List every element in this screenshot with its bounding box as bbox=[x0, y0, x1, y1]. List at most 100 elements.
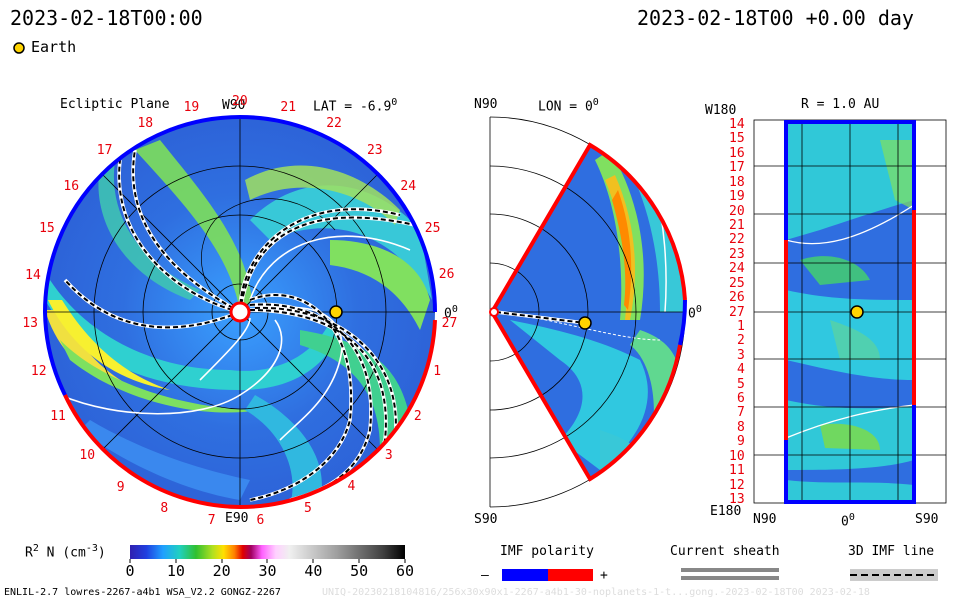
ecliptic-tick-7: 7 bbox=[207, 512, 216, 528]
sphere-tick-14: 14 bbox=[729, 117, 745, 132]
ecliptic-tick-12: 12 bbox=[30, 364, 47, 380]
sphere-tick-9: 9 bbox=[737, 434, 745, 450]
sphere-tick-17: 17 bbox=[729, 160, 745, 176]
sphere-tick-15: 15 bbox=[729, 131, 745, 147]
ecliptic-tick-8: 8 bbox=[160, 501, 169, 517]
earth-legend-label: Earth bbox=[31, 38, 77, 56]
ecliptic-tick-20: 20 bbox=[232, 94, 248, 109]
ecliptic-tick-17: 17 bbox=[96, 143, 113, 159]
sphere-tick-18: 18 bbox=[729, 174, 745, 190]
ecliptic-tick-2: 2 bbox=[413, 408, 422, 424]
sphere-tick-11: 11 bbox=[729, 463, 745, 479]
ecliptic-tick-9: 9 bbox=[116, 479, 125, 495]
ecliptic-bottom-label: E90 bbox=[225, 511, 249, 526]
sphere-tick-27: 27 bbox=[729, 304, 745, 320]
ecliptic-tick-25: 25 bbox=[424, 220, 441, 236]
sphere-top-left: W180 bbox=[705, 103, 737, 118]
ecliptic-tick-16: 16 bbox=[63, 178, 80, 194]
earth-marker-ecliptic bbox=[329, 305, 343, 319]
ecliptic-tick-22: 22 bbox=[326, 116, 342, 132]
ecliptic-title: Ecliptic Plane bbox=[60, 97, 170, 112]
imf-negative-swatch bbox=[502, 569, 548, 581]
sphere-tick-6: 6 bbox=[737, 391, 745, 407]
header-right-time: 2023-02-18T00 +0.00 day bbox=[637, 6, 914, 30]
ecliptic-tick-14: 14 bbox=[25, 267, 41, 283]
meridional-lon: LON = 00 bbox=[538, 97, 599, 115]
imf3d-title: 3D IMF line bbox=[848, 544, 935, 559]
ecliptic-tick-11: 11 bbox=[50, 409, 66, 425]
ecliptic-right-label: 00 bbox=[444, 304, 458, 322]
sphere-axis-zero: 00 bbox=[841, 512, 855, 530]
meridional-right-label: 00 bbox=[688, 304, 702, 322]
sphere-tick-13: 13 bbox=[729, 492, 745, 507]
sphere-tick-20: 20 bbox=[729, 203, 745, 219]
sphere-plot bbox=[753, 119, 947, 504]
sphere-tick-3: 3 bbox=[737, 347, 745, 363]
sphere-tick-8: 8 bbox=[737, 419, 745, 435]
earth-marker-meridional bbox=[578, 316, 592, 330]
sphere-tick-12: 12 bbox=[729, 477, 745, 493]
meridional-bottom-left: S90 bbox=[474, 512, 498, 527]
sphere-tick-2: 2 bbox=[737, 333, 745, 349]
ecliptic-tick-1: 1 bbox=[433, 364, 442, 380]
ecliptic-tick-27: 27 bbox=[441, 316, 458, 332]
ecliptic-tick-6: 6 bbox=[256, 512, 265, 528]
earth-legend-icon bbox=[13, 42, 25, 54]
current-sheath-swatch bbox=[681, 568, 779, 572]
colorbar-tick-20: 20 bbox=[212, 562, 231, 580]
sphere-tick-16: 16 bbox=[729, 145, 745, 161]
ecliptic-tick-26: 26 bbox=[438, 267, 455, 283]
sphere-tick-4: 4 bbox=[737, 362, 745, 378]
colorbar-label: R2 N (cm-3) bbox=[25, 543, 106, 561]
colorbar-tick-60: 60 bbox=[396, 562, 415, 580]
sphere-tick-19: 19 bbox=[729, 189, 745, 205]
footer-model-info: ENLIL-2.7 lowres-2267-a4b1 WSA_V2.2 GONG… bbox=[4, 587, 281, 598]
imf-minus: – bbox=[481, 568, 489, 583]
ecliptic-plot bbox=[43, 115, 437, 510]
ecliptic-tick-24: 24 bbox=[400, 178, 417, 194]
sphere-tick-7: 7 bbox=[737, 405, 745, 421]
meridional-plot bbox=[489, 116, 688, 508]
ecliptic-tick-10: 10 bbox=[79, 448, 96, 464]
ecliptic-tick-21: 21 bbox=[280, 99, 297, 115]
ecliptic-tick-5: 5 bbox=[303, 501, 312, 517]
ecliptic-lat: LAT = -6.90 bbox=[313, 97, 398, 115]
colorbar bbox=[129, 545, 406, 563]
ecliptic-top-label: W90 bbox=[222, 98, 246, 113]
earth-marker-sphere bbox=[850, 305, 864, 319]
colorbar-tick-30: 30 bbox=[258, 562, 277, 580]
imf-polarity-title: IMF polarity bbox=[500, 544, 594, 559]
sphere-tick-24: 24 bbox=[729, 261, 745, 277]
sphere-title: R = 1.0 AU bbox=[801, 97, 880, 112]
current-sheath-title: Current sheath bbox=[670, 544, 780, 559]
sphere-tick-5: 5 bbox=[737, 376, 745, 392]
footer-run-id: UNIQ-20230218104816/256x30x90x1-2267-a4b… bbox=[322, 587, 870, 598]
sphere-bottom-left: E180 bbox=[710, 504, 742, 519]
ecliptic-tick-13: 13 bbox=[22, 316, 39, 332]
sphere-tick-25: 25 bbox=[729, 275, 745, 291]
ecliptic-tick-4: 4 bbox=[347, 479, 356, 495]
sphere-axis-s90: S90 bbox=[915, 512, 939, 527]
colorbar-tick-10: 10 bbox=[166, 562, 185, 580]
ecliptic-tick-18: 18 bbox=[137, 116, 154, 132]
ecliptic-tick-3: 3 bbox=[384, 448, 393, 464]
sphere-tick-1: 1 bbox=[737, 318, 745, 334]
meridional-top-left: N90 bbox=[474, 97, 498, 112]
sphere-axis-n90: N90 bbox=[753, 512, 777, 527]
sphere-tick-22: 22 bbox=[729, 232, 745, 248]
imf-plus: + bbox=[600, 568, 608, 583]
sphere-tick-23: 23 bbox=[729, 246, 745, 262]
sphere-tick-10: 10 bbox=[729, 448, 745, 464]
colorbar-tick-0: 0 bbox=[125, 562, 135, 580]
ecliptic-tick-15: 15 bbox=[39, 221, 55, 237]
colorbar-tick-50: 50 bbox=[350, 562, 369, 580]
ecliptic-tick-19: 19 bbox=[183, 99, 200, 115]
ecliptic-tick-23: 23 bbox=[366, 143, 383, 159]
header-left-time: 2023-02-18T00:00 bbox=[10, 6, 203, 30]
imf-positive-swatch bbox=[548, 569, 593, 581]
sphere-tick-21: 21 bbox=[729, 217, 745, 233]
sphere-tick-26: 26 bbox=[729, 290, 745, 306]
colorbar-tick-40: 40 bbox=[304, 562, 323, 580]
